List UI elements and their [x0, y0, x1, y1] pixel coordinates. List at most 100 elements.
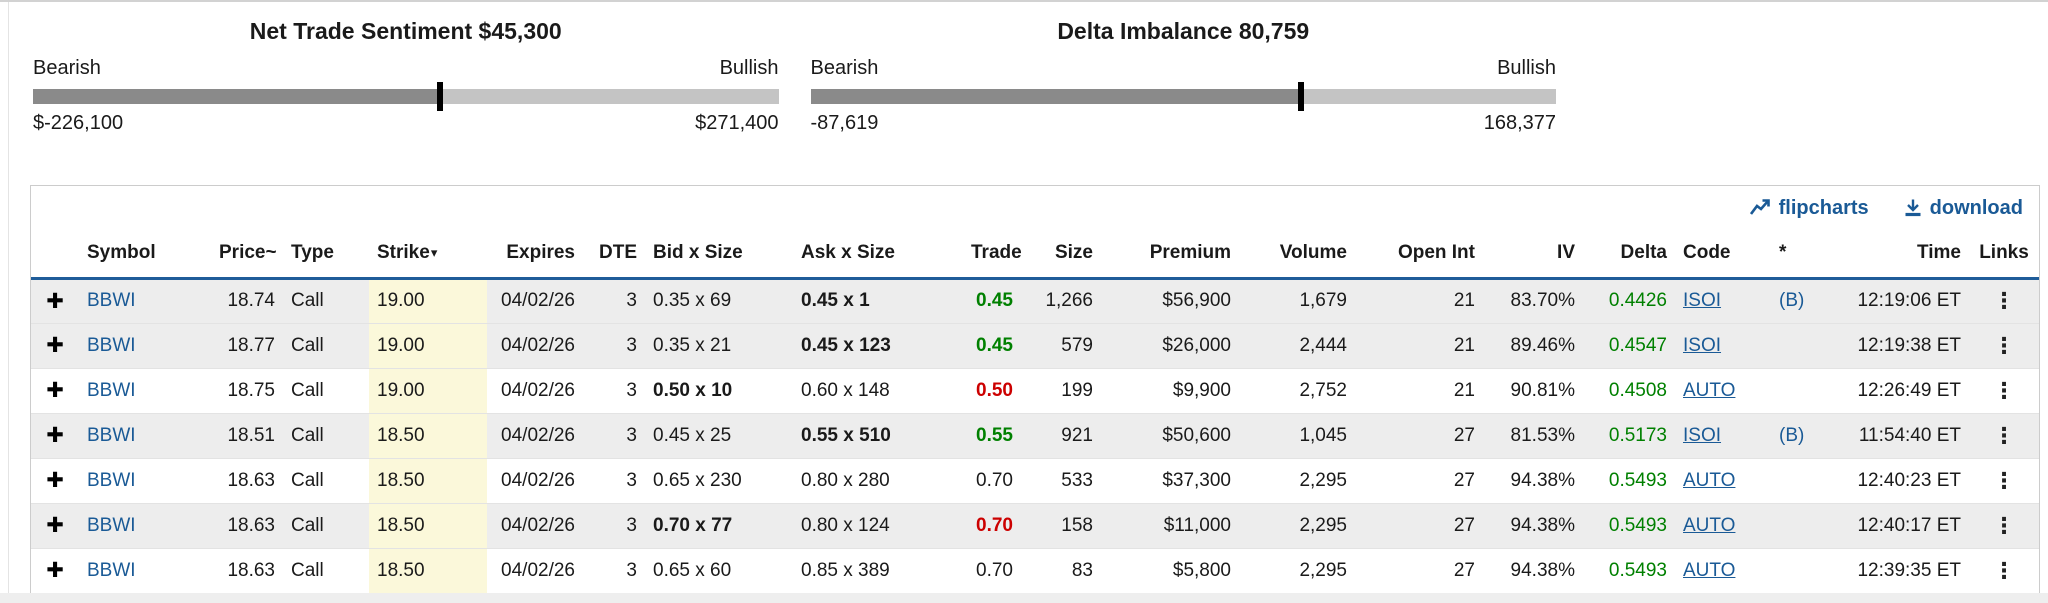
symbol-link[interactable]: BBWI — [87, 379, 136, 401]
type-cell: Call — [291, 379, 324, 401]
delta-imbalance-title: Delta Imbalance 80,759 — [1057, 18, 1310, 44]
code-link[interactable]: AUTO — [1683, 559, 1736, 581]
column-header-iv[interactable]: IV — [1483, 230, 1583, 280]
trade-price-cell: 0.50 — [976, 379, 1013, 401]
bullish-label: Bullish — [719, 57, 779, 79]
type-cell: Call — [283, 278, 369, 323]
flipcharts-button[interactable]: flipcharts — [1749, 196, 1869, 220]
column-header-strike[interactable]: Strike▾ — [369, 230, 487, 280]
table-row: ✚ BBWI 18.74 Call 19.00 04/02/26 3 0.35 x 69 0.4… — [31, 278, 2039, 323]
expand-row-button[interactable]: ✚ — [46, 469, 64, 492]
column-header-label: Symbol — [87, 242, 156, 264]
row-menu-button[interactable]: ⋮ — [1993, 377, 2015, 403]
time-cell: 11:54:40 ET — [1833, 413, 1969, 458]
time-cell: 12:19:38 ET — [1833, 323, 1969, 368]
column-header-trade[interactable]: Trade — [963, 230, 1022, 280]
star-link — [1771, 458, 1833, 503]
premium-cell: $37,300 — [1162, 469, 1231, 491]
expand-row-button[interactable]: ✚ — [31, 278, 79, 323]
sort-descending-icon: ▾ — [430, 245, 438, 261]
code-link[interactable]: ISOI — [1675, 413, 1771, 458]
column-header-symbol[interactable]: Symbol — [79, 230, 211, 280]
code-link[interactable]: ISOI — [1675, 323, 1771, 368]
row-menu-button[interactable]: ⋮ — [1993, 467, 2015, 493]
symbol-link[interactable]: BBWI — [87, 559, 136, 581]
open-int-cell: 27 — [1355, 413, 1483, 458]
trade-price-cell: 0.70 — [976, 559, 1013, 581]
column-header-*[interactable]: * — [1771, 230, 1833, 280]
strike-cell: 18.50 — [369, 413, 487, 458]
ask-x-size-cell: 0.55 x 510 — [793, 413, 963, 458]
row-menu-button[interactable]: ⋮ — [1969, 278, 2039, 323]
expand-row-button[interactable]: ✚ — [46, 559, 64, 582]
delta-cell: 0.5493 — [1608, 469, 1667, 491]
size-cell: 1,266 — [1021, 278, 1101, 323]
premium-cell: $56,900 — [1101, 278, 1239, 323]
download-button[interactable]: download — [1903, 197, 2023, 220]
row-menu-button[interactable]: ⋮ — [1993, 557, 2015, 583]
gauge-marker — [436, 82, 443, 111]
expand-row-button[interactable]: ✚ — [31, 413, 79, 458]
options-flow-table-panel: flipcharts download Symbol Price~ Type Stri… — [30, 185, 2040, 595]
row-menu-button[interactable]: ⋮ — [1969, 323, 2039, 368]
price-cell: 18.63 — [227, 469, 275, 491]
code-link[interactable]: AUTO — [1683, 469, 1736, 491]
column-header-ask-x-size[interactable]: Ask x Size — [793, 230, 963, 280]
star-link — [1771, 323, 1833, 368]
column-header-code[interactable]: Code — [1675, 230, 1771, 280]
open-int-cell: 27 — [1453, 559, 1475, 581]
table-row: ✚ BBWI 18.77 Call 19.00 04/02/26 3 0.35 x 21 0.4… — [31, 323, 2039, 368]
premium-cell: $50,600 — [1101, 413, 1239, 458]
table-row: ✚ BBWI 18.63 Call 18.50 04/02/26 3 0.65 x 60 0.8… — [31, 548, 2039, 593]
row-menu-button[interactable]: ⋮ — [1969, 413, 2039, 458]
bearish-label: Bearish — [810, 57, 879, 79]
column-header-label: Strike — [377, 242, 430, 264]
table-row: ✚ BBWI 18.63 Call 18.50 04/02/26 3 0.70 x 77 0.8… — [31, 503, 2039, 548]
bid-x-size-cell: 0.65 x 60 — [653, 559, 732, 581]
expand-row-button[interactable]: ✚ — [31, 323, 79, 368]
bid-x-size-cell: 0.35 x 69 — [645, 278, 793, 323]
column-header-type[interactable]: Type — [283, 230, 369, 280]
price-cell: 18.63 — [211, 503, 283, 548]
column-header-time[interactable]: Time — [1833, 230, 1969, 280]
column-header-dte[interactable]: DTE — [583, 230, 645, 280]
trade-price-cell: 0.45 — [963, 323, 1021, 368]
flipcharts-label: flipcharts — [1778, 196, 1869, 219]
expires-cell: 04/02/26 — [487, 413, 583, 458]
download-icon — [1903, 198, 1923, 218]
column-header-label: Bid x Size — [653, 242, 743, 264]
symbol-link[interactable]: BBWI — [79, 278, 211, 323]
delta-cell: 0.5173 — [1583, 413, 1675, 458]
price-cell: 18.51 — [211, 413, 283, 458]
column-header-delta[interactable]: Delta — [1583, 230, 1675, 280]
bid-x-size-cell: 0.50 x 10 — [653, 379, 733, 401]
price-cell: 18.74 — [211, 278, 283, 323]
column-header-links[interactable]: Links — [1969, 230, 2039, 280]
expand-row-button[interactable]: ✚ — [46, 379, 64, 402]
column-header-expand[interactable] — [31, 230, 79, 280]
column-header-volume[interactable]: Volume — [1239, 230, 1355, 280]
column-header-price-[interactable]: Price~ — [211, 230, 283, 280]
net-trade-sentiment-gauge: Net Trade Sentiment $45,300 Bearish Bull… — [33, 16, 779, 135]
column-header-bid-x-size[interactable]: Bid x Size — [645, 230, 793, 280]
expand-row-button[interactable]: ✚ — [31, 503, 79, 548]
code-link[interactable]: ISOI — [1675, 278, 1771, 323]
code-link[interactable]: AUTO — [1683, 379, 1736, 401]
code-link[interactable]: AUTO — [1675, 503, 1771, 548]
column-header-label: Price~ — [219, 242, 277, 264]
symbol-link[interactable]: BBWI — [79, 323, 211, 368]
trade-price-cell: 0.70 — [963, 503, 1021, 548]
delta-cell: 0.5493 — [1583, 503, 1675, 548]
trade-price-cell: 0.45 — [963, 278, 1021, 323]
symbol-link[interactable]: BBWI — [79, 503, 211, 548]
row-menu-button[interactable]: ⋮ — [1969, 503, 2039, 548]
symbol-link[interactable]: BBWI — [79, 413, 211, 458]
symbol-link[interactable]: BBWI — [87, 469, 136, 491]
column-header-label: Trade — [971, 242, 1022, 264]
column-header-open-int[interactable]: Open Int — [1355, 230, 1483, 280]
column-header-size[interactable]: Size — [1021, 230, 1101, 280]
sentiment-gauges: Net Trade Sentiment $45,300 Bearish Bull… — [33, 16, 1556, 135]
gauge-min-value: $-226,100 — [33, 112, 124, 134]
column-header-expires[interactable]: Expires — [487, 230, 583, 280]
column-header-premium[interactable]: Premium — [1101, 230, 1239, 280]
